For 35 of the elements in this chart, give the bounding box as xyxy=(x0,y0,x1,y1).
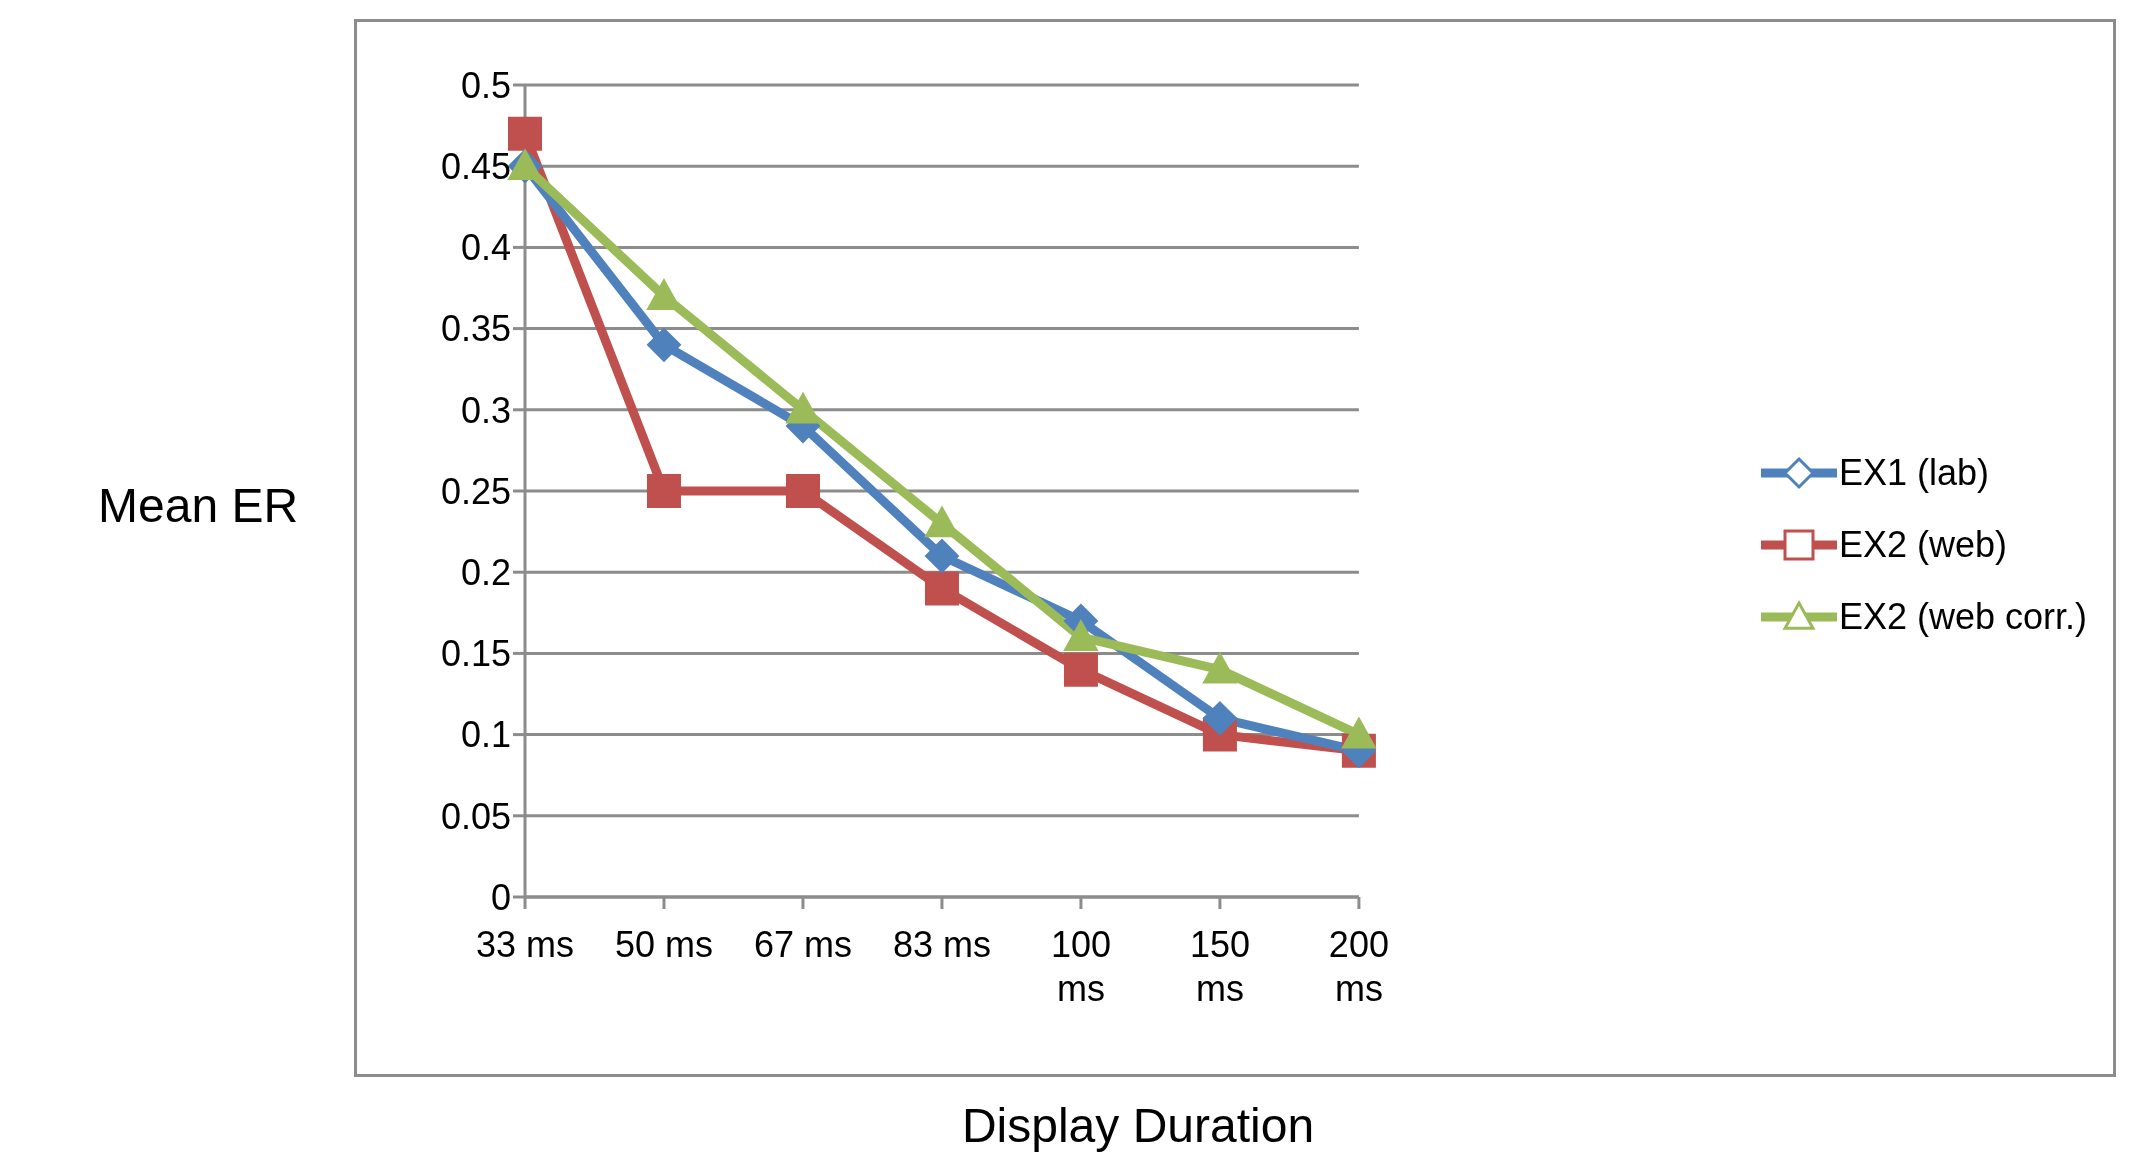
point xyxy=(924,538,959,573)
legend-label: EX2 (web corr.) xyxy=(1838,594,2087,639)
x-axis-title: Display Duration xyxy=(960,1098,1316,1153)
point xyxy=(508,116,542,151)
point xyxy=(1341,717,1376,749)
x-tick-label: 150 ms xyxy=(1189,924,1250,1009)
x-tick-label: 67 ms xyxy=(753,924,852,966)
x-tick-label: 50 ms xyxy=(614,924,714,966)
x-tick-label: 100 ms xyxy=(1050,924,1111,1009)
point xyxy=(646,474,681,508)
y-tick-label: 0.2 xyxy=(460,551,511,593)
y-tick-label: 0.35 xyxy=(440,308,511,350)
y-tick-label: 0.25 xyxy=(440,470,511,512)
point xyxy=(1202,701,1237,736)
x-tick-label: 83 ms xyxy=(892,924,991,966)
y-tick-label: 0.3 xyxy=(460,389,511,431)
y-tick-label: 0.15 xyxy=(440,633,511,675)
y-tick-label: 0.05 xyxy=(440,795,511,837)
legend-label: EX2 (web) xyxy=(1838,522,2007,567)
y-axis-title: Mean ER xyxy=(98,478,299,533)
x-tick-label: 200 ms xyxy=(1328,924,1389,1009)
y-tick-label: 0.5 xyxy=(460,64,511,106)
point xyxy=(1063,652,1098,687)
y-tick-label: 0.4 xyxy=(460,227,511,269)
x-tick-label: 33 ms xyxy=(475,924,575,966)
y-tick-label: 0.45 xyxy=(440,145,511,187)
point xyxy=(1063,620,1098,651)
legend-label: EX1 (lab) xyxy=(1838,450,1989,495)
point xyxy=(785,392,820,424)
point xyxy=(785,474,820,508)
point xyxy=(924,571,959,606)
point xyxy=(1202,652,1237,684)
y-tick-label: 0.1 xyxy=(460,714,511,756)
point xyxy=(646,327,681,362)
y-tick-label: 0 xyxy=(490,876,511,918)
